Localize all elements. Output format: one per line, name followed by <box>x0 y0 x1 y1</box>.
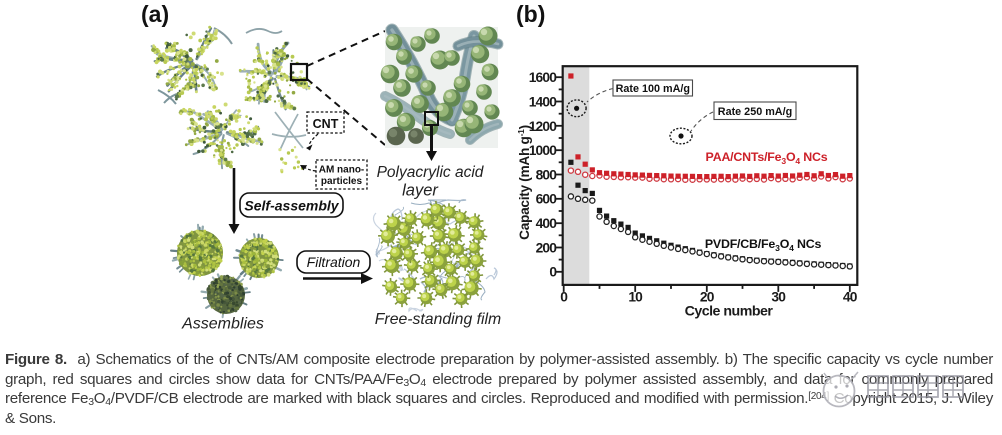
svg-text:10: 10 <box>628 289 643 304</box>
svg-text:400: 400 <box>536 216 558 231</box>
svg-text:Polyacrylic acid: Polyacrylic acid <box>377 164 485 181</box>
svg-text:AM nano-: AM nano- <box>319 165 365 176</box>
svg-text:Rate 250 mA/g: Rate 250 mA/g <box>718 106 792 118</box>
svg-text:Assemblies: Assemblies <box>181 316 264 333</box>
svg-text:1200: 1200 <box>529 119 558 134</box>
svg-text:600: 600 <box>536 192 558 207</box>
svg-text:1000: 1000 <box>529 143 558 158</box>
svg-text:CNT: CNT <box>313 117 339 131</box>
svg-text:30: 30 <box>771 289 786 304</box>
svg-text:layer: layer <box>402 182 439 200</box>
svg-text:PVDF/CB/Fe3O4 NCs: PVDF/CB/Fe3O4 NCs <box>705 237 822 253</box>
svg-text:1400: 1400 <box>529 94 558 109</box>
svg-text:particles: particles <box>321 176 363 187</box>
svg-text:1600: 1600 <box>529 70 558 85</box>
svg-text:0: 0 <box>549 265 557 280</box>
svg-text:Filtration: Filtration <box>307 254 361 270</box>
svg-text:200: 200 <box>536 240 558 255</box>
svg-text:Free-standing film: Free-standing film <box>375 311 501 328</box>
svg-text:Rate 100 mA/g: Rate 100 mA/g <box>616 83 690 95</box>
svg-text:0: 0 <box>560 289 568 304</box>
svg-text:PAA/CNTs/Fe3O4 NCs: PAA/CNTs/Fe3O4 NCs <box>706 150 828 166</box>
svg-text:Cycle number: Cycle number <box>685 303 774 319</box>
svg-text:40: 40 <box>843 289 858 304</box>
svg-text:Capacity (mAh g-1): Capacity (mAh g-1) <box>516 125 532 240</box>
svg-text:Self-assembly: Self-assembly <box>244 198 339 214</box>
svg-text:20: 20 <box>700 289 715 304</box>
svg-text:800: 800 <box>536 167 558 182</box>
